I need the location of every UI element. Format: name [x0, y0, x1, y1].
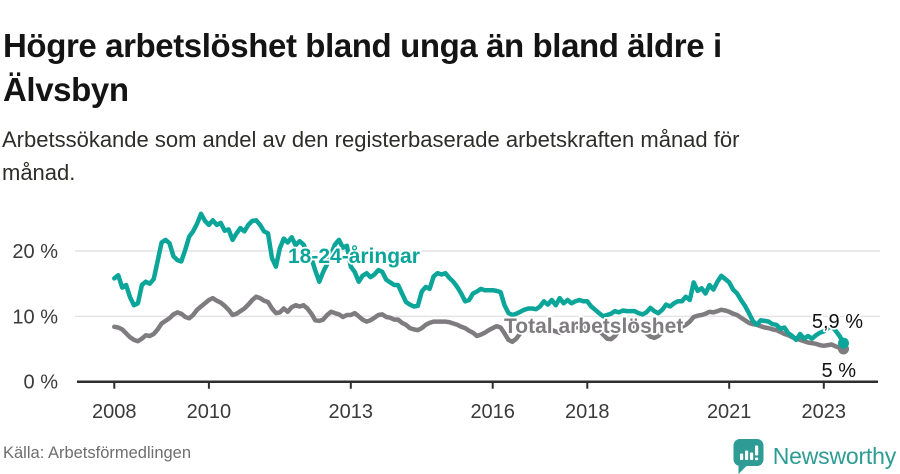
page-title-line1: Högre arbetslöshet bland unga än bland ä…	[3, 27, 722, 65]
chart-subtitle-line1: Arbetssökande som andel av den registerb…	[2, 127, 740, 152]
x-tick-label-2016: 2016	[470, 401, 515, 423]
end-dot-youth	[838, 337, 849, 349]
x-tick-label-2008: 2008	[92, 401, 137, 423]
series-line-youth	[112, 211, 846, 346]
series-line-total	[112, 294, 846, 352]
chart-subtitle-line2: månad.	[2, 160, 76, 185]
y-tick-label-20: 20 %	[12, 241, 58, 263]
y-tick-label-0: 0 %	[24, 372, 59, 394]
chart-area: 2008 2010 2013 2016 2018 2021 2023 0 % 10 % 20 % 1…	[0, 190, 900, 430]
x-tick-label-2021: 2021	[707, 401, 752, 423]
page-title-line2: Älvsbyn	[3, 71, 129, 109]
page-title: Högre arbetslöshet bland unga än bland ä…	[3, 24, 722, 112]
x-tick-label-2013: 2013	[329, 401, 374, 423]
y-tick-label-10: 10 %	[12, 306, 58, 328]
logo-bars	[739, 445, 758, 461]
x-tick-label-2023: 2023	[802, 401, 847, 423]
newsworthy-logo: Newsworthy	[732, 438, 896, 474]
series-label-total: Total arbetslöshet	[504, 315, 683, 338]
source-note: Källa: Arbetsförmedlingen	[3, 444, 192, 462]
end-label-total: 5 %	[822, 360, 857, 382]
end-label-youth: 5,9 %	[812, 311, 863, 333]
chart-subtitle: Arbetssökande som andel av den registerb…	[2, 123, 739, 189]
series-label-youth: 18-24-åringar	[288, 245, 420, 268]
x-tick-label-2018: 2018	[565, 401, 610, 423]
x-tick-label-2010: 2010	[187, 401, 232, 423]
newsworthy-logo-icon	[733, 439, 764, 474]
newsworthy-logo-text: Newsworthy	[772, 442, 896, 469]
unemployment-line-chart: 2008 2010 2013 2016 2018 2021 2023 0 % 10 % 20 % 1…	[12, 211, 880, 423]
